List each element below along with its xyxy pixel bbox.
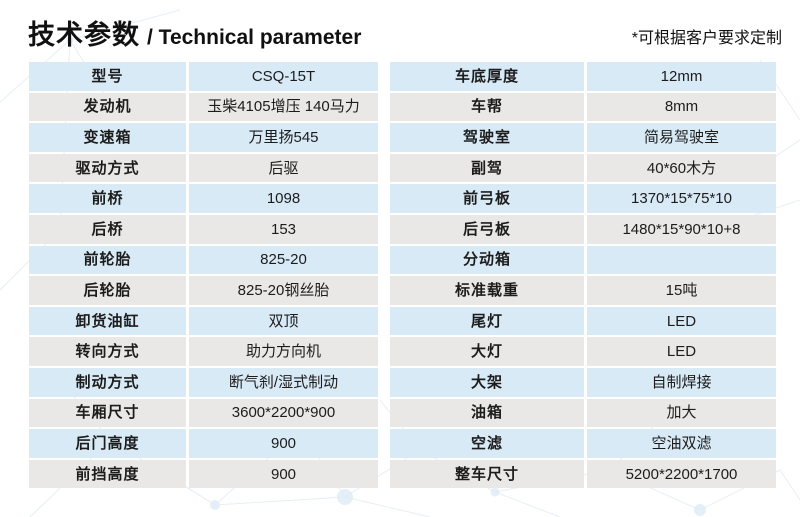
table-row: 空滤 空油双滤 xyxy=(390,429,776,458)
table-row: 尾灯 LED xyxy=(390,306,776,336)
spec-tables: 型号 CSQ-15T 发动机 玉柴4105增压 140马力 变速箱 万里扬545… xyxy=(29,62,776,489)
row-value: 40*60木方 xyxy=(587,153,776,183)
table-row: 后桥 153 xyxy=(29,214,378,244)
table-row: 车底厚度 12mm xyxy=(390,62,776,91)
table-row: 卸货油缸 双顶 xyxy=(29,306,378,336)
row-label: 变速箱 xyxy=(29,123,186,152)
row-value: 断气刹/湿式制动 xyxy=(189,367,378,397)
row-label: 后轮胎 xyxy=(29,276,186,305)
row-label: 卸货油缸 xyxy=(29,306,186,336)
customization-note: *可根据客户要求定制 xyxy=(631,30,782,47)
table-row: 发动机 玉柴4105增压 140马力 xyxy=(29,92,378,122)
row-value: 15吨 xyxy=(587,276,776,305)
row-label: 车底厚度 xyxy=(390,62,584,91)
table-row: 转向方式 助力方向机 xyxy=(29,337,378,366)
row-value: 空油双滤 xyxy=(587,429,776,458)
table-row: 变速箱 万里扬545 xyxy=(29,123,378,152)
row-value: 900 xyxy=(189,459,378,489)
table-row: 驾驶室 简易驾驶室 xyxy=(390,123,776,152)
table-row: 标准载重 15吨 xyxy=(390,276,776,305)
row-value: 3600*2200*900 xyxy=(189,398,378,428)
table-row: 驱动方式 后驱 xyxy=(29,153,378,183)
table-row: 分动箱 xyxy=(390,245,776,275)
table-row: 前桥 1098 xyxy=(29,184,378,213)
row-value: LED xyxy=(587,306,776,336)
page-title-zh: 技术参数 xyxy=(28,20,140,50)
table-row: 整车尺寸 5200*2200*1700 xyxy=(390,459,776,489)
table-row: 油箱 加大 xyxy=(390,398,776,428)
row-value: 万里扬545 xyxy=(189,123,378,152)
spec-table-left: 型号 CSQ-15T 发动机 玉柴4105增压 140马力 变速箱 万里扬545… xyxy=(29,62,378,489)
row-value: 1098 xyxy=(189,184,378,213)
table-row: 车厢尺寸 3600*2200*900 xyxy=(29,398,378,428)
page-title: 技术参数 / Technical parameter xyxy=(28,13,361,52)
row-value xyxy=(587,245,776,275)
row-label: 后门高度 xyxy=(29,429,186,458)
row-value: 助力方向机 xyxy=(189,337,378,366)
row-label: 制动方式 xyxy=(29,367,186,397)
row-label: 前挡高度 xyxy=(29,459,186,489)
row-value: 825-20钢丝胎 xyxy=(189,276,378,305)
table-row: 大架 自制焊接 xyxy=(390,367,776,397)
row-value: 825-20 xyxy=(189,245,378,275)
page-title-en: / Technical parameter xyxy=(147,26,362,49)
row-value: 1480*15*90*10+8 xyxy=(587,214,776,244)
row-value: 12mm xyxy=(587,62,776,91)
row-label: 车厢尺寸 xyxy=(29,398,186,428)
row-value: 5200*2200*1700 xyxy=(587,459,776,489)
row-label: 大架 xyxy=(390,367,584,397)
row-value: 153 xyxy=(189,214,378,244)
row-label: 车帮 xyxy=(390,92,584,122)
row-value: 1370*15*75*10 xyxy=(587,184,776,213)
table-row: 副驾 40*60木方 xyxy=(390,153,776,183)
row-label: 标准载重 xyxy=(390,276,584,305)
row-label: 整车尺寸 xyxy=(390,459,584,489)
row-label: 发动机 xyxy=(29,92,186,122)
row-label: 后弓板 xyxy=(390,214,584,244)
row-label: 分动箱 xyxy=(390,245,584,275)
row-value: 双顶 xyxy=(189,306,378,336)
row-label: 大灯 xyxy=(390,337,584,366)
row-value: 加大 xyxy=(587,398,776,428)
row-label: 油箱 xyxy=(390,398,584,428)
table-row: 后轮胎 825-20钢丝胎 xyxy=(29,276,378,305)
row-label: 转向方式 xyxy=(29,337,186,366)
row-value: 后驱 xyxy=(189,153,378,183)
row-label: 前轮胎 xyxy=(29,245,186,275)
row-label: 空滤 xyxy=(390,429,584,458)
table-row: 制动方式 断气刹/湿式制动 xyxy=(29,367,378,397)
table-row: 后弓板 1480*15*90*10+8 xyxy=(390,214,776,244)
table-row: 型号 CSQ-15T xyxy=(29,62,378,91)
row-label: 副驾 xyxy=(390,153,584,183)
row-value: 自制焊接 xyxy=(587,367,776,397)
row-value: LED xyxy=(587,337,776,366)
table-row: 前挡高度 900 xyxy=(29,459,378,489)
row-value: 玉柴4105增压 140马力 xyxy=(189,92,378,122)
row-label: 后桥 xyxy=(29,214,186,244)
row-label: 型号 xyxy=(29,62,186,91)
row-value: 900 xyxy=(189,429,378,458)
row-label: 驾驶室 xyxy=(390,123,584,152)
spec-table-right: 车底厚度 12mm 车帮 8mm 驾驶室 简易驾驶室 副驾 40*60木方 前弓… xyxy=(390,62,776,489)
table-row: 车帮 8mm xyxy=(390,92,776,122)
table-row: 大灯 LED xyxy=(390,337,776,366)
row-value: 8mm xyxy=(587,92,776,122)
table-row: 后门高度 900 xyxy=(29,429,378,458)
row-label: 尾灯 xyxy=(390,306,584,336)
row-label: 前弓板 xyxy=(390,184,584,213)
table-row: 前弓板 1370*15*75*10 xyxy=(390,184,776,213)
row-label: 前桥 xyxy=(29,184,186,213)
table-row: 前轮胎 825-20 xyxy=(29,245,378,275)
row-value: 简易驾驶室 xyxy=(587,123,776,152)
row-value: CSQ-15T xyxy=(189,62,378,91)
row-label: 驱动方式 xyxy=(29,153,186,183)
